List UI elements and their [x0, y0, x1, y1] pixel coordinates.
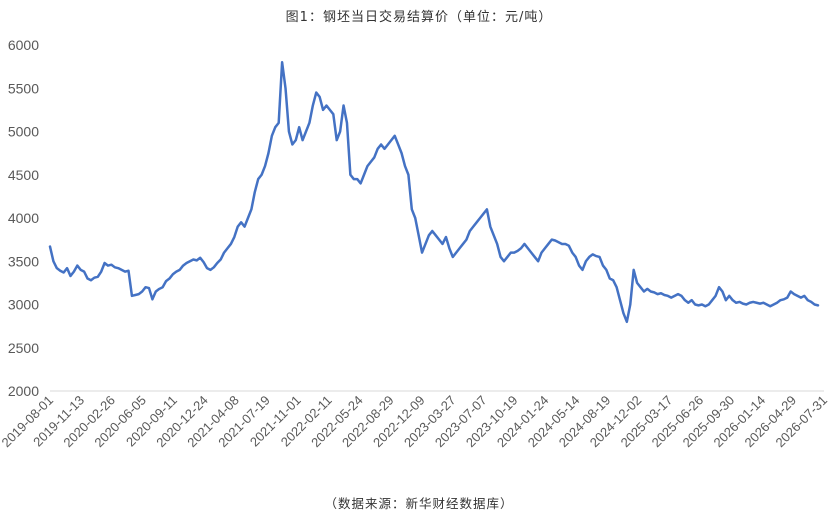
- y-tick-label: 5000: [8, 124, 39, 140]
- y-tick-label: 2500: [8, 340, 39, 356]
- y-tick-label: 5500: [8, 80, 39, 96]
- chart-source: （数据来源：新华财经数据库）: [324, 496, 513, 511]
- x-axis: 2019-08-012019-11-132020-02-262020-06-05…: [0, 390, 830, 450]
- chart-title: 图1：钢坯当日交易结算价（单位：元/吨）: [286, 9, 553, 25]
- y-tick-label: 3000: [8, 297, 39, 313]
- y-tick-label: 2000: [8, 383, 39, 399]
- series-line: [48, 61, 820, 324]
- y-axis: 2000 2500 3000 3500 4000 4500 5000 5500 6000: [8, 37, 39, 399]
- series-layer: [48, 61, 820, 324]
- y-tick-label: 4000: [8, 210, 39, 226]
- y-tick-label: 3500: [8, 253, 39, 269]
- y-tick-label: 6000: [8, 37, 39, 53]
- y-tick-label: 4500: [8, 167, 39, 183]
